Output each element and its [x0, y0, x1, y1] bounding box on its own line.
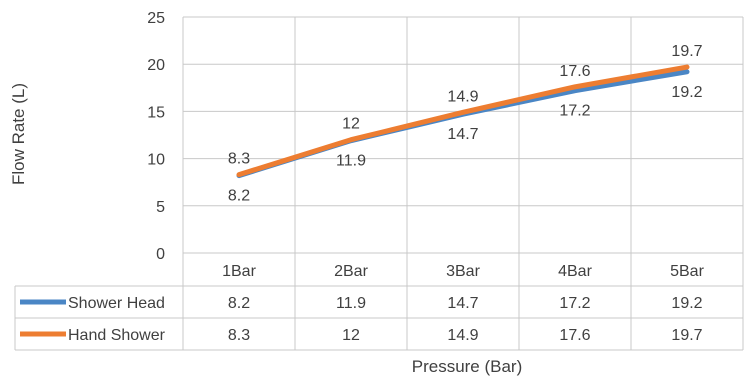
x-tick-label: 4Bar [558, 263, 592, 280]
series-line [236, 64, 690, 178]
data-label: 14.9 [447, 88, 478, 105]
legend-label: Shower Head [68, 295, 165, 312]
y-tick-label: 15 [147, 104, 165, 121]
table-cell: 17.6 [559, 327, 590, 344]
data-label: 17.6 [559, 63, 590, 80]
y-axis-title: Flow Rate (L) [9, 83, 28, 185]
x-tick-label: 5Bar [670, 263, 704, 280]
data-label: 8.3 [228, 151, 250, 168]
data-label: 19.7 [671, 43, 702, 60]
table-cell: 17.2 [559, 295, 590, 312]
series-line [236, 69, 690, 179]
x-tick-label: 2Bar [334, 263, 368, 280]
table-cell: 12 [342, 327, 360, 344]
data-label: 11.9 [336, 153, 366, 170]
table-cell: 11.9 [336, 295, 366, 312]
data-label: 17.2 [559, 103, 590, 120]
table-cell: 19.2 [671, 295, 702, 312]
y-tick-label: 5 [156, 199, 165, 216]
data-table: 1Bar 2Bar 3Bar 4Bar 5Bar Shower Head 8.2 11.9 14… [14, 263, 743, 351]
x-tick-label: 3Bar [446, 263, 480, 280]
y-tick-label: 25 [147, 10, 165, 27]
x-axis-title: Pressure (Bar) [412, 357, 523, 376]
y-tick-label: 20 [147, 57, 165, 74]
y-tick-label: 10 [147, 152, 165, 169]
table-cell: 14.9 [447, 327, 478, 344]
table-cell: 14.7 [447, 295, 478, 312]
table-cell: 19.7 [671, 327, 702, 344]
x-tick-label: 1Bar [222, 263, 256, 280]
grid [182, 16, 744, 350]
data-labels: 8.2 11.9 14.7 17.2 19.2 8.3 12 14.9 17.6 19.7 [228, 43, 703, 205]
data-label: 12 [342, 116, 360, 133]
table-cell: 8.3 [228, 327, 250, 344]
data-label: 8.2 [228, 188, 250, 205]
data-label: 14.7 [447, 126, 478, 143]
series-lines [236, 64, 690, 179]
table-cell: 8.2 [228, 295, 250, 312]
y-tick-label: 0 [156, 246, 165, 263]
legend-label: Hand Shower [68, 327, 166, 344]
axis-text: Flow Rate (L) Pressure (Bar) 0 5 10 15 20 25 [9, 10, 522, 376]
data-label: 19.2 [671, 84, 702, 101]
